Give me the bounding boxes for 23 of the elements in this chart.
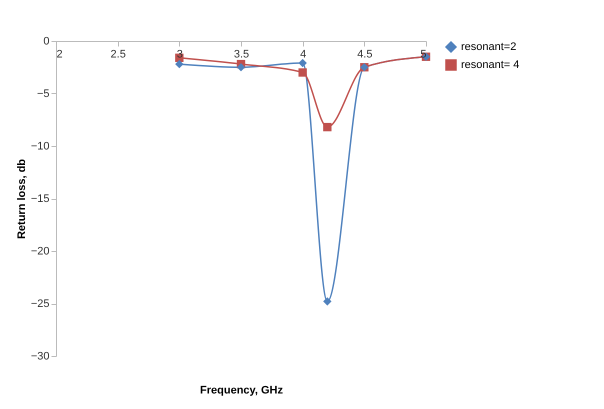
x-tick-label: 5 bbox=[420, 48, 426, 60]
y-tick-label: −25 bbox=[30, 298, 50, 310]
x-tick-label: 2.5 bbox=[110, 48, 126, 60]
y-tick-label: −10 bbox=[30, 140, 50, 152]
point bbox=[298, 58, 307, 68]
legend-label: resonant=2 bbox=[461, 41, 516, 53]
point bbox=[323, 297, 332, 306]
x-tick-label: 2 bbox=[56, 48, 63, 60]
x-tick-label: 4 bbox=[300, 48, 306, 60]
point bbox=[175, 60, 184, 68]
x-tick-label: 3.5 bbox=[234, 48, 250, 60]
y-tick-label: −5 bbox=[36, 88, 50, 100]
point bbox=[323, 122, 332, 132]
y-tick-label: −15 bbox=[30, 193, 50, 205]
point bbox=[236, 63, 246, 72]
legend-label: resonant= 4 bbox=[461, 59, 520, 71]
x-axis-title: Frequency, GHz bbox=[200, 384, 284, 396]
x-tick-label: 4.5 bbox=[357, 48, 372, 60]
y-tick-label: −20 bbox=[30, 246, 50, 258]
y-tick-label: 0 bbox=[43, 36, 50, 48]
point bbox=[298, 68, 307, 77]
y-axis-title: Return loss, db bbox=[16, 158, 28, 240]
y-tick-label: −30 bbox=[30, 350, 50, 362]
